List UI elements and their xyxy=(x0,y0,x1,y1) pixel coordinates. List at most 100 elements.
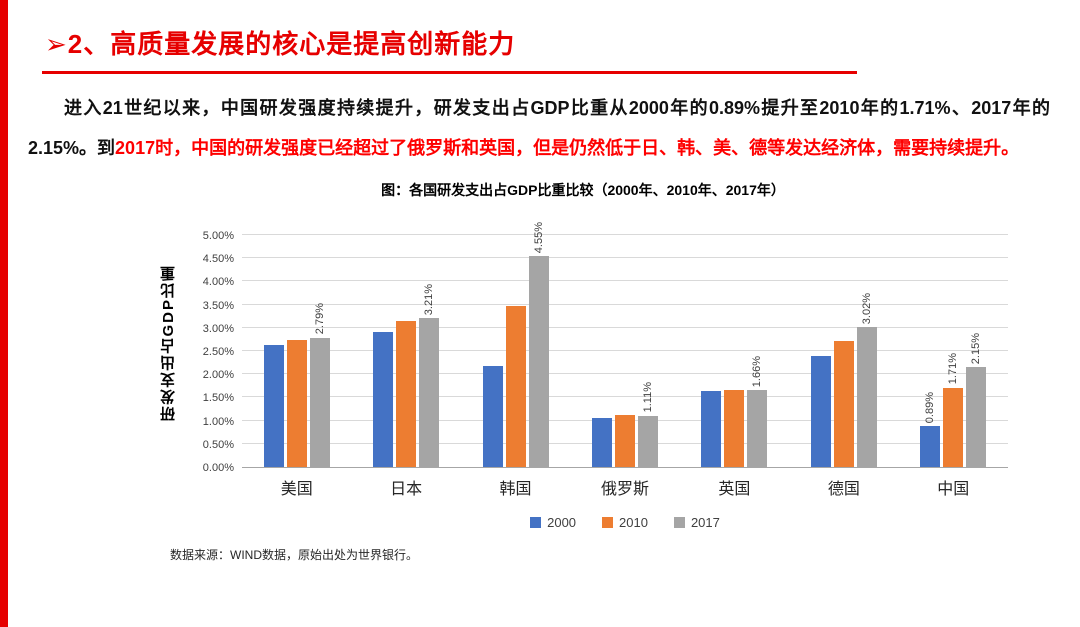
bar-group-韩国: 4.55% xyxy=(461,222,570,467)
x-axis-label-德国: 德国 xyxy=(827,481,860,498)
bar-中国-2017 xyxy=(966,367,987,467)
left-accent-strip xyxy=(0,0,8,627)
bar-日本-2010 xyxy=(396,321,417,467)
bar-value-label: 2.15% xyxy=(970,333,983,365)
bar-value-label: 3.21% xyxy=(423,283,436,316)
bar-俄罗斯-2010 xyxy=(614,414,635,467)
x-axis-label-英国: 英国 xyxy=(718,481,751,498)
x-axis-label-俄罗斯: 俄罗斯 xyxy=(600,481,649,498)
y-axis-ticks: 0.00% 0.50% 1.00% 1.50% 2.00% 2.50% 3.00% 3.50%… xyxy=(184,230,242,474)
gridline xyxy=(242,257,1008,259)
bar-美国-2017 xyxy=(309,337,330,467)
bar-德国-2010 xyxy=(833,341,854,467)
bar-英国-2010 xyxy=(724,389,745,467)
legend-item-2010: 2010 xyxy=(602,515,648,530)
bar-slot xyxy=(614,414,635,467)
x-axis-label-中国: 中国 xyxy=(937,481,970,498)
chart-legend: 2000 2010 2017 xyxy=(242,515,1008,530)
bar-德国-2017 xyxy=(856,326,877,467)
bar-value-label: 1.66% xyxy=(751,355,764,387)
page-title-text: 2、高质量发展的核心是提高创新能力 xyxy=(67,29,516,59)
bar-group-英国: 1.66% xyxy=(680,236,789,467)
bar-俄罗斯-2000 xyxy=(591,418,612,467)
y-tick-label: 4.50% xyxy=(202,253,234,266)
y-tick-label: 2.00% xyxy=(202,369,234,382)
bar-slot: 1.11% xyxy=(637,382,658,467)
legend-label: 2000 xyxy=(547,515,577,530)
bar-group-日本: 3.21% xyxy=(351,236,460,467)
bar-slot xyxy=(263,345,284,467)
bar-韩国-2010 xyxy=(505,306,526,467)
bar-slot xyxy=(810,356,831,467)
chart-title: 图：各国研发支出占GDP比重比较（2000年、2010年、2017年） xyxy=(381,182,785,198)
title-underline xyxy=(42,71,857,74)
gridline xyxy=(242,280,1008,282)
paragraph-black-segment: 进入21世纪以来，中国研发强度持续提升，研发支出占GDP比重从2000年的0.8… xyxy=(28,98,1050,158)
bar-日本-2017 xyxy=(419,318,440,467)
page-title: ➢2、高质量发展的核心是提高创新能力 xyxy=(45,24,1080,61)
y-axis-title: 研发支出占GDP比重 xyxy=(160,264,177,422)
bar-slot: 2.79% xyxy=(309,303,330,467)
bar-中国-2000 xyxy=(920,425,941,467)
bar-slot: 3.02% xyxy=(856,293,877,467)
arrow-bullet-icon: ➢ xyxy=(45,29,68,59)
bar-美国-2010 xyxy=(286,339,307,467)
y-tick-label: 5.00% xyxy=(202,230,234,242)
plot-area: 2.79% 3.21% 4.55% 1.11% 1.66% 3.02% 0.89% 1.71%… xyxy=(242,222,1008,468)
bar-slot xyxy=(701,391,722,467)
bar-中国-2010 xyxy=(943,387,964,467)
bar-slot xyxy=(482,365,503,467)
x-axis-labels: 美国 日本 韩国 俄罗斯 英国 德国 中国 xyxy=(242,468,1008,499)
y-tick-label: 3.00% xyxy=(202,322,234,335)
bar-slot: 0.89% xyxy=(920,392,941,467)
body-paragraph: 进入21世纪以来，中国研发强度持续提升，研发支出占GDP比重从2000年的0.8… xyxy=(28,88,1050,168)
bar-slot xyxy=(833,341,854,467)
legend-label: 2017 xyxy=(690,515,720,530)
legend-label: 2010 xyxy=(619,515,648,530)
legend-swatch-2010 xyxy=(602,517,614,528)
bar-slot: 1.71% xyxy=(943,353,964,467)
y-tick-label: 4.00% xyxy=(202,276,234,289)
gridline xyxy=(242,303,1008,305)
bar-美国-2000 xyxy=(263,345,284,467)
legend-swatch-2000 xyxy=(530,517,542,528)
bar-value-label: 3.02% xyxy=(860,292,873,324)
bar-韩国-2017 xyxy=(528,255,549,467)
gridline xyxy=(242,326,1008,328)
bar-chart: 图：各国研发支出占GDP比重比较（2000年、2010年、2017年） 研发支出… xyxy=(150,176,1016,532)
y-tick-label: 0.50% xyxy=(202,438,234,451)
legend-item-2000: 2000 xyxy=(530,515,576,530)
data-source-note: 数据来源：WIND数据，原始出处为世界银行。 xyxy=(170,548,418,562)
bar-slot xyxy=(505,306,526,467)
x-axis-label-韩国: 韩国 xyxy=(499,481,532,498)
x-axis-label-美国: 美国 xyxy=(280,481,313,498)
y-tick-label: 2.50% xyxy=(202,346,234,358)
bar-日本-2000 xyxy=(373,331,394,467)
bar-slot: 4.55% xyxy=(528,222,549,467)
bar-英国-2017 xyxy=(747,389,768,467)
bar-group-德国: 3.02% xyxy=(789,236,898,467)
chart-body: 研发支出占GDP比重 0.00% 0.50% 1.00% 1.50% 2.00% 2.50… xyxy=(158,206,1008,474)
bar-value-label: 4.55% xyxy=(532,221,545,253)
bar-英国-2000 xyxy=(701,391,722,467)
bar-slot xyxy=(286,339,307,467)
bar-value-label: 2.79% xyxy=(313,303,326,335)
y-tick-label: 0.00% xyxy=(202,462,234,474)
y-tick-label: 1.50% xyxy=(202,392,234,405)
bar-slot: 2.15% xyxy=(966,333,987,467)
bar-group-美国: 2.79% xyxy=(242,236,351,467)
legend-swatch-2017 xyxy=(673,517,685,528)
header: ➢2、高质量发展的核心是提高创新能力 xyxy=(45,24,1080,61)
bar-value-label: 1.11% xyxy=(641,382,654,413)
bar-group-中国: 0.89% 1.71% 2.15% xyxy=(899,236,1008,467)
bar-俄罗斯-2017 xyxy=(637,415,658,467)
gridline xyxy=(242,373,1008,375)
legend-item-2017: 2017 xyxy=(673,515,720,530)
gridline xyxy=(242,396,1008,398)
bar-slot xyxy=(373,331,394,467)
gridline xyxy=(242,234,1008,235)
x-axis-label-日本: 日本 xyxy=(390,481,423,498)
y-tick-label: 3.50% xyxy=(202,299,234,312)
bar-slot: 3.21% xyxy=(419,284,440,467)
